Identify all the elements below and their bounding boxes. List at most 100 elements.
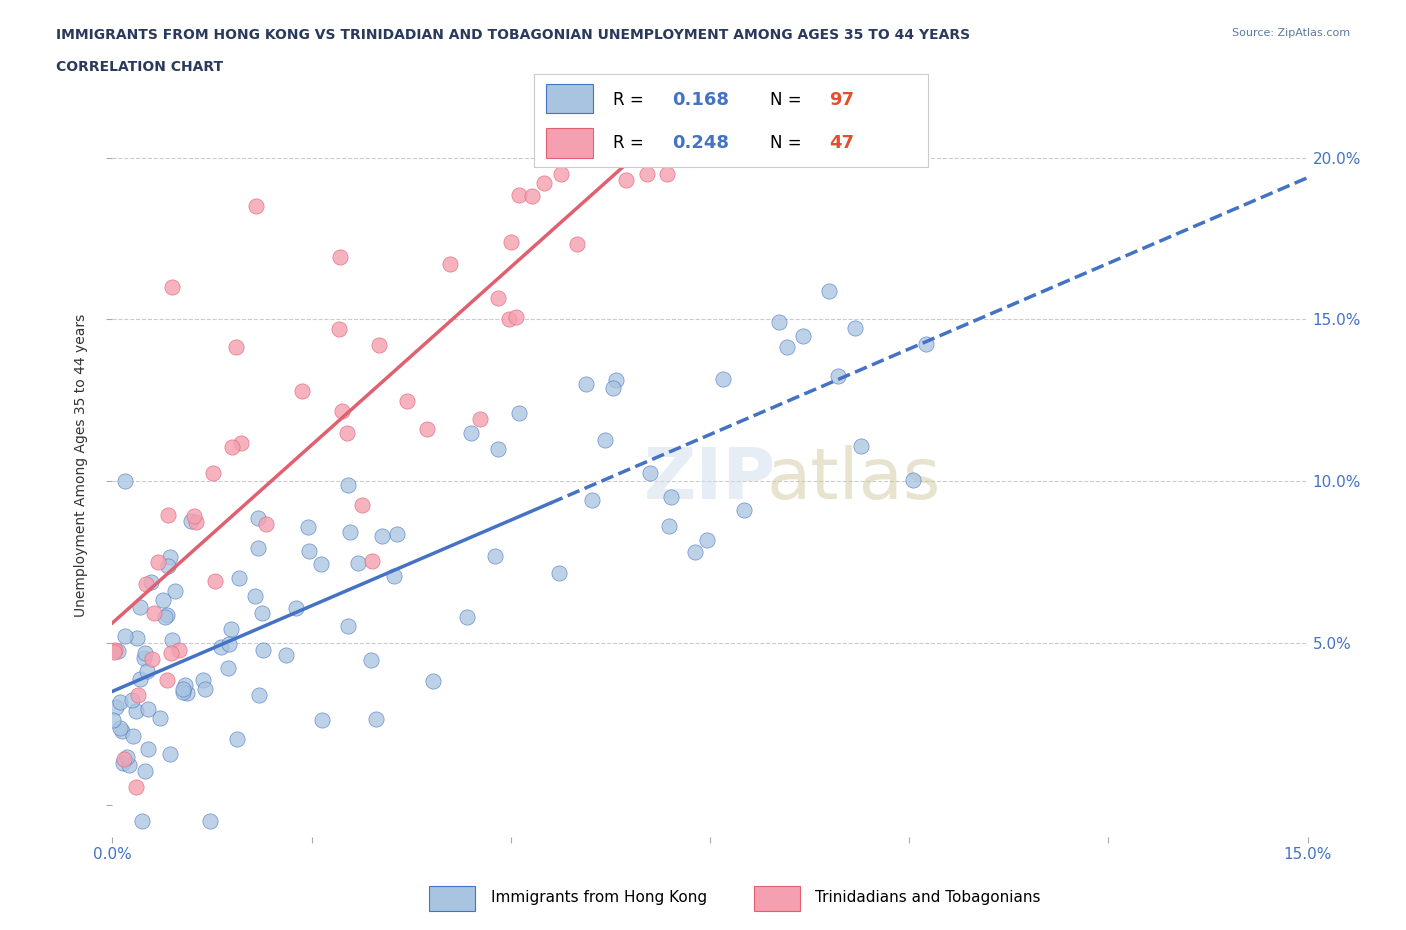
Point [593,432,616,447]
Point [385,527,408,542]
Point [818,284,841,299]
Point [201,465,224,480]
Point [217,660,239,675]
Point [247,688,270,703]
Point [134,764,156,778]
Point [194,681,217,696]
Point [733,502,755,517]
Point [498,312,520,326]
Point [696,532,718,547]
Point [638,466,661,481]
Text: 97: 97 [830,91,855,110]
Point [134,645,156,660]
Point [350,498,373,512]
Point [360,652,382,667]
Point [533,176,555,191]
Point [165,584,187,599]
Point [550,166,572,181]
Point [636,166,658,181]
Point [382,568,405,583]
Point [508,405,530,420]
Point [225,339,247,354]
Point [122,729,145,744]
Point [486,291,509,306]
Point [149,711,172,725]
Point [108,721,131,736]
Point [329,249,352,264]
Point [505,310,527,325]
Point [901,473,924,488]
Point [160,280,183,295]
Point [204,574,226,589]
Point [159,550,181,565]
Point [439,257,461,272]
Point [274,647,297,662]
Point [658,519,681,534]
Point [395,393,418,408]
Point [221,440,243,455]
Point [112,756,135,771]
Point [136,701,159,716]
Point [103,644,125,659]
Point [118,758,141,773]
Point [254,516,277,531]
Text: atlas: atlas [766,445,941,514]
Point [153,610,176,625]
Point [159,747,181,762]
Point [339,525,361,539]
Point [501,235,523,250]
Point [614,173,637,188]
Text: CORRELATION CHART: CORRELATION CHART [56,60,224,74]
Point [117,750,139,764]
Point [849,438,872,453]
Point [367,338,389,352]
Point [605,373,627,388]
Point [139,575,162,590]
Point [176,685,198,700]
Point [456,609,478,624]
Point [112,751,135,766]
Point [160,632,183,647]
Text: ZIP: ZIP [644,445,776,514]
Point [218,637,240,652]
Y-axis label: Unemployment Among Ages 35 to 44 years: Unemployment Among Ages 35 to 44 years [75,313,89,617]
Point [336,477,359,492]
Point [141,651,163,666]
Point [128,600,150,615]
Bar [546,128,593,158]
Point [328,322,350,337]
Point [228,570,250,585]
Point [346,556,368,571]
Point [361,553,384,568]
Point [768,315,790,330]
Point [245,589,267,604]
Point [131,814,153,829]
Point [567,236,589,251]
Point [470,412,492,427]
Point [827,368,849,383]
Point [127,688,149,703]
Text: R =: R = [613,134,650,153]
Point [486,442,509,457]
Bar [754,885,800,911]
Point [330,404,353,418]
Point [776,339,799,354]
Point [134,650,156,665]
Point [298,543,321,558]
Point [548,566,571,581]
Point [108,695,131,710]
Point [226,732,249,747]
Point [156,558,179,573]
Text: 47: 47 [830,134,855,153]
Point [581,493,603,508]
Point [172,682,194,697]
Point [114,473,136,488]
Point [159,645,181,660]
Point [246,540,269,555]
Point [156,508,179,523]
Point [297,520,319,535]
Point [191,672,214,687]
Point [229,435,252,450]
Point [792,328,814,343]
Point [416,421,439,436]
